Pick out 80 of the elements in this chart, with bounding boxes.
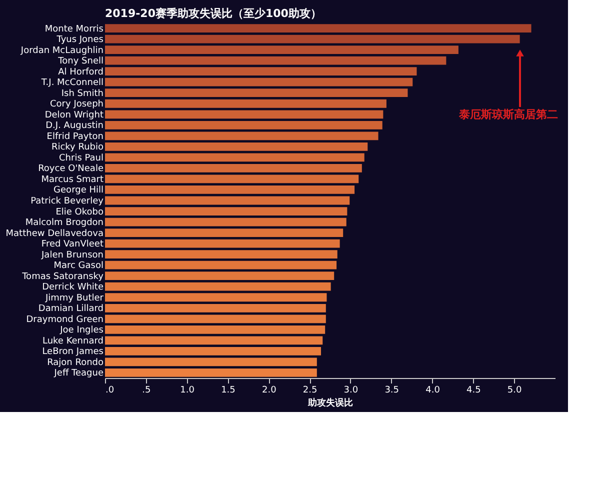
y-tick-label: Jalen Brunson	[40, 250, 104, 260]
y-tick-label: LeBron James	[42, 347, 104, 358]
bar	[105, 336, 323, 345]
y-tick-label: Rajon Rondo	[47, 358, 104, 368]
y-tick-label: Delon Wright	[44, 110, 104, 120]
x-tick-label: 3.5	[384, 386, 400, 396]
y-tick-label: Matthew Dellavedova	[6, 228, 104, 239]
bar	[105, 272, 334, 280]
bar	[105, 24, 532, 32]
y-tick-label: Tony Snell	[57, 56, 104, 67]
x-axis-title: 助攻失误比	[307, 398, 353, 408]
bar	[105, 314, 326, 324]
y-tick-label: Damian Lillard	[38, 304, 104, 314]
bar	[105, 164, 362, 172]
y-tick-label: Jimmy Butler	[44, 293, 104, 304]
bar	[105, 239, 340, 248]
x-tick-label: 1.0	[180, 386, 195, 396]
y-tick-label: Tyus Jones	[56, 35, 104, 46]
bar	[105, 293, 327, 302]
y-tick-label: Royce O'Neale	[38, 164, 104, 174]
x-tick-label: 1.5	[221, 386, 236, 396]
bar	[105, 78, 413, 86]
bar	[105, 358, 317, 366]
y-tick-label: Patrick Beverley	[30, 196, 104, 206]
y-tick-label: Jordan McLaughlin	[20, 46, 104, 56]
bar	[105, 250, 338, 259]
bar	[105, 142, 368, 151]
y-tick-label: Tomas Satoransky	[21, 272, 104, 282]
y-tick-label: Monte Morris	[44, 24, 104, 34]
bar	[105, 34, 520, 44]
x-tick-label: 4.5	[466, 386, 481, 396]
x-tick-label: .0	[106, 386, 114, 396]
y-tick-label: Al Horford	[58, 67, 104, 78]
x-tick-label: 3.0	[344, 386, 358, 396]
bar	[105, 260, 337, 270]
bar	[105, 368, 317, 377]
y-tick-label: Draymond Green	[26, 314, 104, 325]
y-tick-label: Elie Okobo	[56, 207, 104, 218]
bar	[105, 304, 326, 312]
y-tick-label: D.J. Augustin	[46, 121, 104, 132]
bar	[105, 347, 321, 356]
y-tick-label: Derrick White	[42, 282, 104, 293]
bar	[105, 207, 348, 216]
y-tick-label: Marcus Smart	[41, 174, 104, 185]
y-tick-label: Joe Ingles	[59, 326, 104, 336]
y-tick-label: Elfrid Payton	[46, 132, 104, 142]
y-tick-label: Chris Paul	[59, 153, 104, 164]
bar	[105, 325, 326, 334]
y-tick-label: Fred VanVleet	[41, 240, 104, 250]
bar	[105, 67, 417, 76]
annotation: 泰厄斯琼斯高居第二	[458, 108, 558, 121]
x-tick-label: 2.5	[302, 386, 318, 396]
bar	[105, 132, 378, 140]
y-tick-label: Ish Smith	[61, 88, 104, 99]
y-tick-label: T.J. McConnell	[40, 78, 104, 88]
x-tick-label: .5	[142, 386, 151, 396]
y-tick-label: Luke Kennard	[42, 336, 104, 346]
x-tick-label: 4.0	[426, 386, 440, 396]
y-tick-label: Cory Joseph	[50, 100, 104, 110]
bar	[105, 120, 382, 130]
y-tick-label: Jeff Teague	[53, 368, 104, 379]
bar	[105, 218, 346, 226]
y-tick-label: Malcolm Brogdon	[25, 218, 104, 228]
bar	[105, 174, 359, 184]
x-tick-label: 5.0	[507, 386, 522, 396]
bar	[105, 99, 386, 108]
x-tick-label: 2.0	[262, 386, 277, 396]
y-tick-label: Marc Gasol	[54, 261, 104, 272]
y-tick-label: George Hill	[54, 186, 104, 196]
bar	[105, 56, 446, 65]
bar	[105, 110, 384, 119]
bar	[105, 88, 408, 98]
bar	[105, 46, 458, 54]
chart-title: 2019-20赛季助攻失误比（至少100助攻）	[105, 7, 322, 20]
bar	[105, 186, 355, 194]
y-tick-label: Ricky Rubio	[51, 142, 104, 153]
bar	[105, 153, 364, 162]
bar	[105, 282, 331, 291]
bar	[105, 196, 350, 205]
bar	[105, 228, 344, 237]
